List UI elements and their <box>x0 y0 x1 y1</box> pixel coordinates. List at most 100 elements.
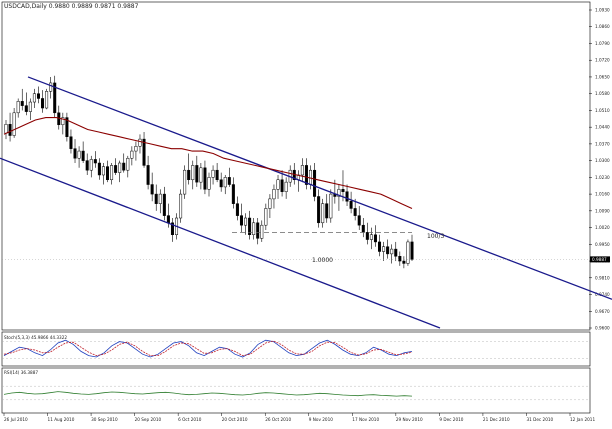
candle-body <box>183 169 187 195</box>
main-plot-frame <box>1 1 591 331</box>
candle-body <box>81 150 85 161</box>
candle-body <box>248 217 252 236</box>
candle-body <box>166 215 170 224</box>
overlay-lines: 0.9887 <box>0 76 612 329</box>
candle-body <box>85 160 89 171</box>
x-tick-label: 20 Sep 2010 <box>135 417 162 422</box>
stochastic-signal-line <box>3 340 413 357</box>
x-tick-label: 29 Nov 2010 <box>396 417 423 422</box>
candle-body <box>284 181 288 192</box>
y-tick-label: 1.0720 <box>595 58 610 63</box>
candle-body <box>53 82 57 114</box>
candle-body <box>398 256 402 262</box>
candle-body <box>49 82 53 92</box>
candle-body <box>256 222 260 239</box>
y-tick-label: 0.9670 <box>595 309 610 314</box>
y-tick-label: 1.0510 <box>595 108 610 113</box>
x-tick-label: 26 Jul 2010 <box>4 417 28 422</box>
candle-body <box>304 165 308 185</box>
x-tick-label: 11 Aug 2010 <box>48 417 75 422</box>
candle-body <box>252 222 256 236</box>
candle-body <box>97 162 101 176</box>
candle-body <box>410 241 414 260</box>
candle-body <box>110 165 114 181</box>
candle-body <box>195 165 199 183</box>
candle-body <box>215 169 219 181</box>
stochastic-panel-frame <box>1 331 591 367</box>
candle-body <box>16 101 20 114</box>
candle-body <box>114 165 118 173</box>
candle-body <box>406 241 410 264</box>
stochastic-label: Stoch(5,3,3) 45.9866 44.3322 <box>4 335 67 340</box>
candle-body <box>179 193 183 219</box>
candle-body <box>41 98 45 109</box>
x-tick-label: 9 Nov 2010 <box>309 417 333 422</box>
candle-body <box>264 208 268 226</box>
candle-body <box>353 208 357 216</box>
candle-body <box>373 234 377 243</box>
candle-body <box>394 248 398 257</box>
candle-body <box>122 162 126 171</box>
candle-body <box>32 93 36 103</box>
candle-body <box>378 241 382 252</box>
candle-body <box>369 234 373 240</box>
y-tick-label: 0.9600 <box>595 326 610 331</box>
y-tick-label: 1.0020 <box>595 225 610 230</box>
candle-body <box>207 177 211 190</box>
x-tick-label: 21 Dec 2010 <box>483 417 510 422</box>
candle-body <box>146 165 150 185</box>
candle-body <box>77 150 81 159</box>
candle-body <box>239 215 243 226</box>
candle-body <box>272 189 276 200</box>
candle-body <box>231 184 235 204</box>
candle-body <box>8 124 12 136</box>
candle-body <box>134 146 138 152</box>
y-tick-label: 0.9810 <box>595 275 610 280</box>
x-tick-label: 20 Oct 2010 <box>222 417 248 422</box>
candle-body <box>142 138 146 166</box>
moving-average-line <box>3 117 413 210</box>
candle-body <box>211 169 215 178</box>
rsi-line <box>3 391 413 397</box>
y-tick-label: 1.0090 <box>595 208 610 213</box>
x-tick-label: 31 Dec 2010 <box>526 417 553 422</box>
candle-body <box>337 189 341 197</box>
y-tick-label: 1.0930 <box>595 8 610 13</box>
candle-body <box>325 203 329 219</box>
x-tick-label: 30 Sep 2010 <box>91 417 118 422</box>
x-axis: 26 Jul 2010 11 Aug 2010 30 Sep 2010 20 Sep … <box>3 413 595 422</box>
candle-body <box>276 179 280 190</box>
candle-body <box>345 191 349 202</box>
candle-body <box>36 93 40 99</box>
candle-body <box>12 112 16 136</box>
candle-body <box>365 232 369 240</box>
candle-body <box>138 138 142 147</box>
candle-body <box>223 177 227 188</box>
candle-body <box>357 215 361 226</box>
candle-body <box>300 165 304 176</box>
candle-body <box>4 124 8 134</box>
candle-body <box>219 179 223 188</box>
y-tick-label: 1.0300 <box>595 158 610 163</box>
candle-body <box>321 203 325 224</box>
candle-body <box>402 260 406 264</box>
candle-body <box>268 198 272 209</box>
candle-body <box>227 177 231 185</box>
x-tick-label: 6 Oct 2010 <box>178 417 202 422</box>
y-tick-label: 1.0580 <box>595 91 610 96</box>
stochastic-main-line <box>3 339 413 358</box>
candle-body <box>317 196 321 224</box>
y-tick-label: 1.0160 <box>595 192 610 197</box>
chart-title: USDCAD,Daily 0.9880 0.9889 0.9871 0.9887 <box>4 3 139 10</box>
candle-body <box>154 193 158 204</box>
rsi-oscillator <box>2 386 590 400</box>
x-tick-label: 9 Dec 2010 <box>439 417 463 422</box>
y-tick-label: 1.0650 <box>595 74 610 79</box>
candle-body <box>93 159 97 164</box>
candle-body <box>280 179 284 192</box>
y-tick-label: 1.0370 <box>595 141 610 146</box>
support-level-label: 1.0000 <box>312 257 333 264</box>
